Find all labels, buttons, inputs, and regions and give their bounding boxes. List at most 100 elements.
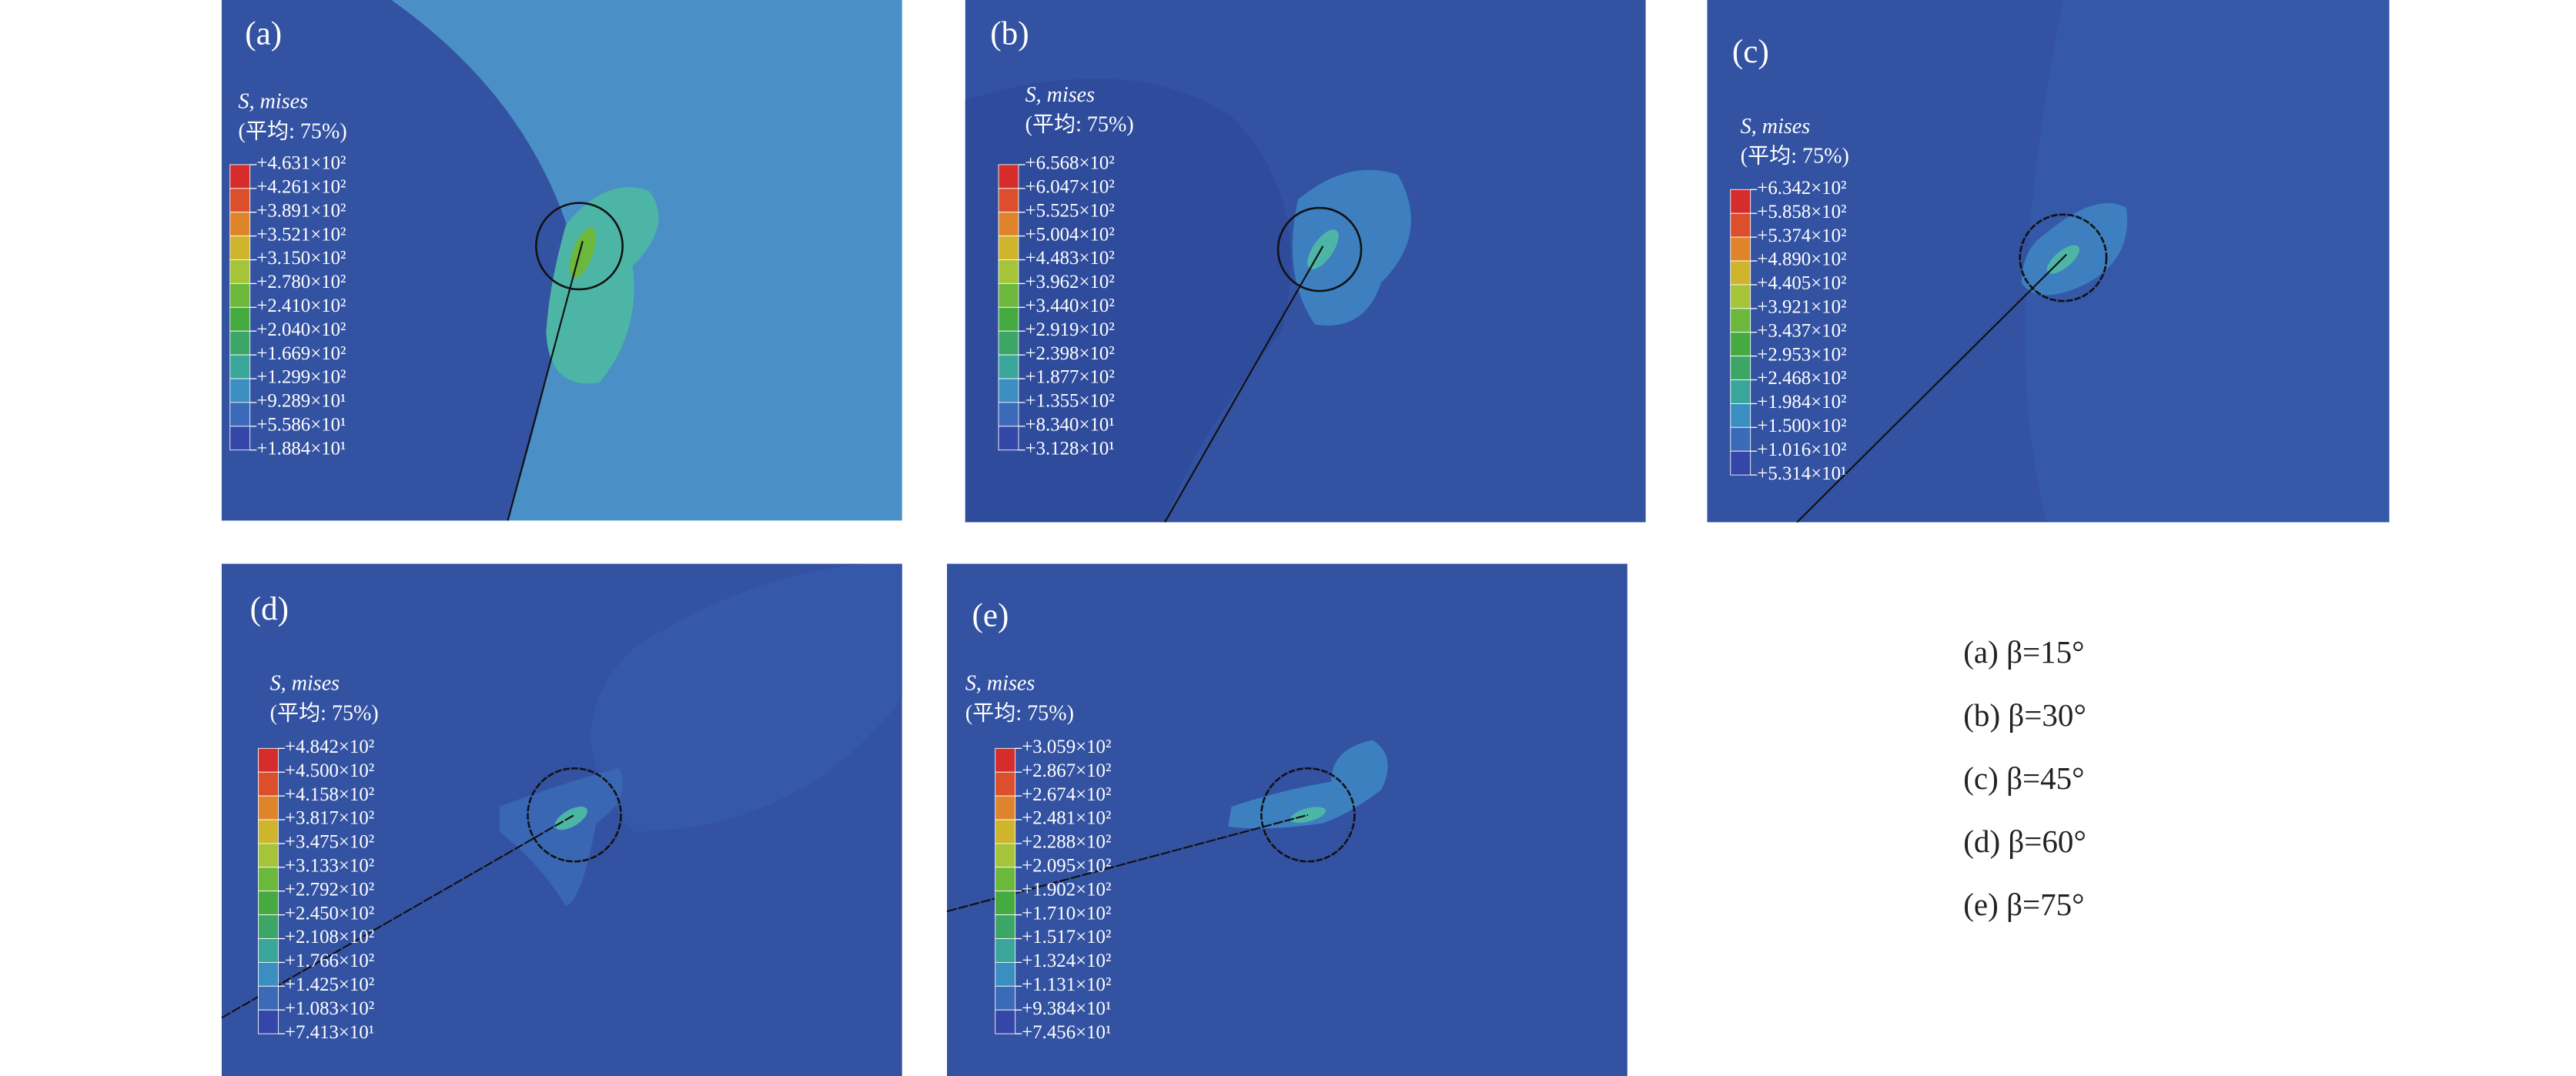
color-band: [229, 402, 251, 427]
legend-title: S, mises: [965, 672, 1035, 696]
color-band: [229, 236, 251, 260]
legend: (b) S, mises (平均: 75%) +6.568×10² +6.047×10²…: [990, 15, 1134, 459]
legend-value: +2.953×10²: [1757, 344, 1846, 365]
legend-value: +8.340×10¹: [1025, 415, 1115, 436]
caption: (d) β=60°: [1963, 824, 2086, 859]
color-band: [258, 1009, 279, 1034]
color-band: [229, 164, 251, 189]
color-band: [998, 188, 1019, 213]
legend-value: +2.095×10²: [1022, 856, 1111, 877]
color-band: [258, 985, 279, 1011]
color-band: [229, 354, 251, 379]
legend-value: +2.410×10²: [256, 296, 346, 316]
legend-value: +6.568×10²: [1025, 153, 1115, 174]
legend-value: +2.867×10²: [1022, 760, 1111, 781]
legend-value: +4.842×10²: [285, 737, 374, 757]
color-band: [229, 426, 251, 451]
color-band: [998, 236, 1019, 260]
color-band: [995, 891, 1016, 916]
color-band: [998, 306, 1019, 332]
color-band: [229, 282, 251, 308]
legend-value: +4.890×10²: [1757, 249, 1846, 270]
legend-value: +5.314×10¹: [1757, 463, 1846, 484]
legend-note: (平均: 75%): [1741, 144, 1849, 169]
color-band: [1730, 426, 1751, 452]
legend-value: +3.059×10²: [1022, 737, 1111, 757]
legend-value: +3.150×10²: [256, 248, 346, 269]
color-band: [258, 771, 279, 797]
color-band: [995, 771, 1016, 797]
color-band: [258, 867, 279, 892]
color-band: [1730, 308, 1751, 333]
legend-title: S, mises: [1741, 115, 1811, 139]
color-band: [995, 867, 1016, 892]
legend-value: +2.468×10²: [1757, 368, 1846, 389]
color-band: [998, 378, 1019, 403]
legend-value: +1.500×10²: [1757, 416, 1846, 436]
color-band: [998, 259, 1019, 284]
legend: (e) S, mises (平均: 75%) +3.059×10² +2.867×10²…: [965, 597, 1112, 1043]
legend-value: +3.475×10²: [285, 832, 374, 853]
color-band: [995, 747, 1016, 773]
legend-value: +9.289×10¹: [256, 391, 346, 412]
legend: (c) S, mises (平均: 75%) +6.342×10² +5.858×10²…: [1730, 33, 1849, 484]
legend-value: +1.425×10²: [285, 974, 374, 995]
legend-value: +2.108×10²: [285, 927, 374, 947]
legend-value: +1.016×10²: [1757, 439, 1846, 460]
color-band: [995, 961, 1016, 987]
color-band: [258, 938, 279, 963]
legend-value: +6.342×10²: [1757, 178, 1846, 199]
legend-value: +1.884×10¹: [256, 438, 346, 459]
legend-value: +2.450×10²: [285, 903, 374, 924]
contour-plot: [221, 0, 902, 521]
color-band: [258, 891, 279, 916]
color-band: [995, 914, 1016, 939]
color-band: [1730, 236, 1751, 262]
legend-value: +1.355×10²: [1025, 391, 1115, 412]
legend-value: +1.669×10²: [256, 343, 346, 364]
color-band: [229, 378, 251, 403]
legend-value: +4.500×10²: [285, 760, 374, 781]
color-band: [258, 819, 279, 844]
legend-value: +3.962×10²: [1025, 272, 1115, 292]
color-band: [258, 747, 279, 773]
color-band: [1730, 260, 1751, 286]
legend-note: (平均: 75%): [1025, 112, 1134, 137]
legend-value: +5.586×10¹: [256, 415, 346, 436]
color-band: [998, 212, 1019, 237]
color-band: [998, 354, 1019, 379]
legend-note: (平均: 75%): [239, 119, 347, 143]
legend-value: +2.792×10²: [285, 879, 374, 900]
color-band: [1730, 356, 1751, 380]
contour-plot: [1707, 0, 2390, 523]
legend-title: S, mises: [1025, 83, 1096, 107]
legend-value: +3.521×10²: [256, 224, 346, 245]
color-band: [1730, 284, 1751, 309]
legend-value: +5.858×10²: [1757, 202, 1846, 222]
legend-value: +5.004×10²: [1025, 224, 1115, 245]
color-band: [229, 188, 251, 213]
legend-value: +3.133×10²: [285, 856, 374, 877]
color-band: [229, 212, 251, 237]
legend-value: +4.261×10²: [256, 177, 346, 198]
legend-value: +1.877×10²: [1025, 367, 1115, 388]
legend-value: +2.919×10²: [1025, 319, 1115, 340]
legend-value: +7.413×10¹: [285, 1022, 374, 1043]
color-band: [998, 402, 1019, 427]
color-band: [258, 961, 279, 987]
panel-label: (e): [972, 597, 1009, 634]
legend-value: +3.921×10²: [1757, 297, 1846, 318]
caption: (b) β=30°: [1963, 697, 2086, 733]
legend-value: +3.440×10²: [1025, 296, 1115, 316]
legend-value: +2.398×10²: [1025, 343, 1115, 364]
legend-title: S, mises: [270, 672, 340, 696]
legend-value: +4.631×10²: [256, 153, 346, 174]
color-band: [1730, 450, 1751, 476]
color-band: [1730, 332, 1751, 357]
color-band: [995, 938, 1016, 963]
panel-label: (c): [1732, 33, 1769, 70]
caption: (c) β=45°: [1963, 760, 2084, 796]
color-band: [258, 914, 279, 939]
color-band: [229, 330, 251, 356]
